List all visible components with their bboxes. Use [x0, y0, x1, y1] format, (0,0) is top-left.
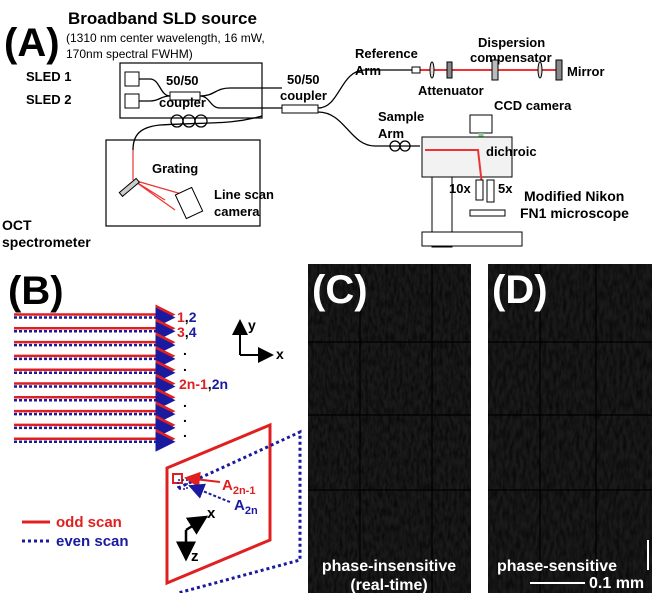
- scale-label: 0.1 mm: [589, 575, 644, 592]
- panel-label: (A): [4, 21, 60, 65]
- even-index: 2n: [212, 376, 228, 392]
- speckle: [308, 264, 471, 593]
- pixel-base: A: [234, 497, 245, 514]
- objective-label: 10x: [449, 181, 471, 196]
- arm-label: Arm: [378, 126, 404, 141]
- odd-plane: [167, 425, 270, 583]
- legend-label: even scan: [56, 533, 129, 550]
- panel-label: (D): [492, 268, 548, 312]
- sled-icon: [125, 72, 139, 86]
- source-spec: 170nm spectral FWHM): [66, 47, 193, 61]
- lens: [538, 62, 542, 78]
- coupler-label: 50/50: [287, 72, 320, 87]
- collimator: [412, 67, 420, 73]
- component-label: OCT: [2, 217, 32, 233]
- sled-label: SLED 2: [26, 92, 72, 107]
- fiber-loop: [171, 115, 183, 127]
- pixel-sub: 2n-1: [233, 485, 256, 497]
- objective-label: 5x: [498, 181, 513, 196]
- sled-label: SLED 1: [26, 69, 72, 84]
- axis-label: z: [191, 548, 199, 565]
- ellipsis: .: [183, 358, 187, 374]
- coupler: [282, 105, 318, 113]
- even-index: 4: [189, 324, 197, 340]
- caption: (real-time): [350, 577, 427, 593]
- component-label: Attenuator: [418, 83, 484, 98]
- beam: [133, 150, 185, 210]
- pixel-sub: 2n: [245, 505, 258, 517]
- fiber-loop: [183, 115, 195, 127]
- ccd-camera: [470, 115, 492, 133]
- source-title: Broadband SLD source: [68, 9, 257, 28]
- axis-label: y: [248, 317, 256, 333]
- odd-index: 3: [177, 324, 185, 340]
- pixel-label: A2n-1: [222, 477, 255, 497]
- component-label: CCD camera: [494, 98, 572, 113]
- speckle: [488, 264, 652, 593]
- caption: phase-sensitive: [497, 558, 617, 575]
- microscope-label: FN1 microscope: [520, 205, 629, 221]
- coupler-label: coupler: [280, 88, 327, 103]
- panel-label: (C): [312, 268, 368, 312]
- axis-label: x: [207, 505, 216, 522]
- source-spec: (1310 nm center wavelength, 16 mW,: [66, 31, 265, 45]
- coupler-label: 50/50: [166, 73, 199, 88]
- axis: [240, 322, 272, 355]
- component-label: camera: [214, 204, 260, 219]
- component-label: Line scan: [214, 187, 274, 202]
- pixel-label: A2n: [234, 497, 258, 517]
- legend-label: odd scan: [56, 514, 122, 531]
- pixel-odd: [173, 474, 182, 483]
- objective: [487, 180, 494, 202]
- component-label: Mirror: [567, 64, 605, 79]
- scan-label: 1,2: [177, 309, 197, 325]
- ellipsis: .: [183, 424, 187, 440]
- mirror: [556, 60, 562, 80]
- objective: [476, 180, 483, 200]
- scan-label: 3,4: [177, 324, 197, 340]
- component-label: Dispersion: [478, 35, 545, 50]
- caption: phase-insensitive: [322, 558, 456, 575]
- lens: [430, 62, 434, 78]
- ellipsis: .: [183, 409, 187, 425]
- even-index: 2: [189, 309, 197, 325]
- stage: [470, 210, 505, 216]
- component-label: Grating: [152, 161, 198, 176]
- grating: [119, 178, 139, 196]
- scan-lines: [14, 315, 173, 442]
- page: (A) Broadband SLD source (1310 nm center…: [0, 0, 652, 593]
- fiber-loop: [195, 115, 207, 127]
- arm-label: Reference: [355, 46, 418, 61]
- axis-label: x: [276, 346, 284, 362]
- line-camera: [175, 187, 202, 218]
- component-label: spectrometer: [2, 234, 91, 250]
- pixel-base: A: [222, 477, 233, 494]
- microscope-label: Modified Nikon: [524, 188, 624, 204]
- arm-label: Sample: [378, 109, 424, 124]
- odd-index: 1: [177, 309, 185, 325]
- attenuator: [447, 62, 452, 78]
- microscope-base: [422, 232, 522, 246]
- arm-label: Arm: [355, 63, 381, 78]
- odd-index: 2n-1: [179, 376, 208, 392]
- component-label: dichroic: [486, 144, 537, 159]
- figure: (A) Broadband SLD source (1310 nm center…: [0, 0, 652, 593]
- scan-label: 2n-1,2n: [179, 376, 228, 392]
- sled-icon: [125, 94, 139, 108]
- coupler-label: coupler: [159, 95, 206, 110]
- panel-label: (B): [8, 269, 64, 313]
- compensator: [492, 60, 498, 80]
- ellipsis: .: [183, 342, 187, 358]
- ellipsis: .: [183, 394, 187, 410]
